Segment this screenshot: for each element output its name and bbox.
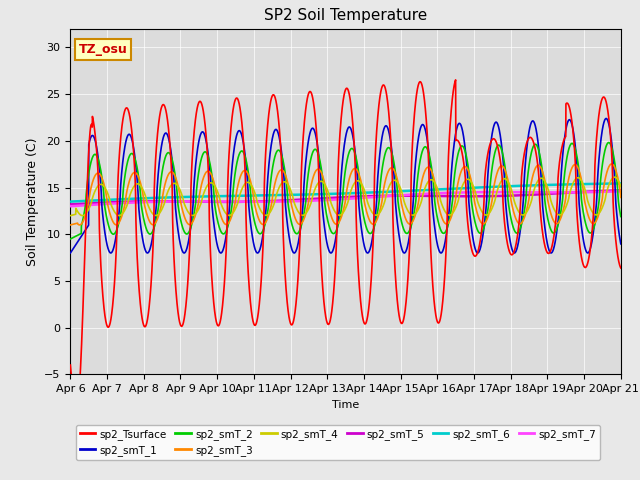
Y-axis label: Soil Temperature (C): Soil Temperature (C): [26, 137, 39, 266]
X-axis label: Time: Time: [332, 400, 359, 409]
Text: TZ_osu: TZ_osu: [79, 43, 127, 56]
Legend: sp2_Tsurface, sp2_smT_1, sp2_smT_2, sp2_smT_3, sp2_smT_4, sp2_smT_5, sp2_smT_6, : sp2_Tsurface, sp2_smT_1, sp2_smT_2, sp2_…: [76, 424, 600, 460]
Title: SP2 Soil Temperature: SP2 Soil Temperature: [264, 9, 428, 24]
